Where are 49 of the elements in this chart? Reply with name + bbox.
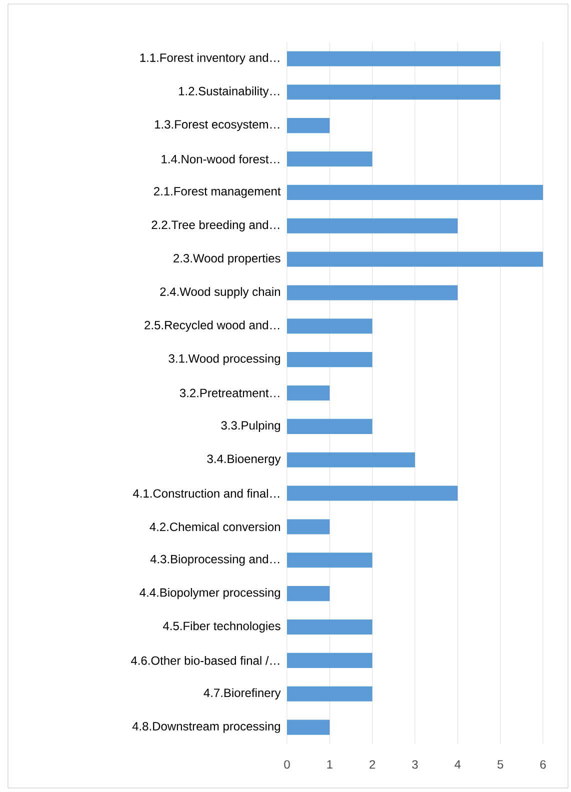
bar	[287, 285, 458, 300]
y-tick-label: 2.4.Wood supply chain	[160, 287, 280, 298]
bar	[287, 652, 372, 668]
y-tick-label: 2.3.Wood properties	[174, 254, 280, 265]
y-tick-label: 2.1.Forest management	[154, 187, 281, 198]
y-tick-label: 2.5.Recycled wood and…	[144, 320, 280, 332]
bar	[287, 486, 458, 501]
bar	[287, 118, 330, 134]
bar	[287, 452, 415, 468]
y-tick-label: 3.3.Pulping	[221, 420, 280, 432]
y-tick-label: 1.4.Non-wood forest…	[162, 154, 280, 164]
bar	[287, 151, 372, 167]
bar	[287, 586, 330, 602]
bar	[287, 619, 372, 635]
bar	[287, 252, 543, 267]
x-tick-label: 0	[284, 760, 290, 769]
bar	[287, 519, 330, 534]
bar	[287, 385, 330, 401]
y-tick-label: 4.2.Chemical conversion	[150, 522, 280, 532]
y-tick-label: 4.4.Biopolymer processing	[140, 588, 280, 600]
x-tick-label: 1	[327, 760, 332, 768]
y-tick-label: 1.3.Forest ecosystem…	[155, 120, 280, 132]
bar	[287, 352, 372, 368]
y-tick-label: 4.5.Fiber technologies	[163, 621, 280, 633]
y-tick-label: 4.7.Biorefinery	[204, 688, 281, 700]
bar	[287, 218, 458, 234]
x-tick-label: 5	[497, 760, 504, 769]
bar	[287, 318, 372, 334]
bar	[287, 184, 543, 200]
y-tick-label: 1.1.Forest inventory and…	[140, 53, 280, 64]
y-tick-label: 4.3.Bioprocessing and…	[150, 554, 280, 566]
bar	[287, 418, 372, 434]
x-tick-label: 2	[370, 760, 376, 769]
bar	[287, 84, 500, 100]
bar	[287, 51, 500, 66]
y-tick-label: 4.6.Other bio-based final /…	[131, 656, 280, 665]
x-tick-label: 3	[412, 760, 418, 769]
bar	[287, 720, 330, 735]
bar	[287, 686, 372, 702]
bar	[287, 552, 372, 568]
y-tick-label: 3.1.Wood processing	[168, 354, 280, 366]
x-tick-label: 6	[540, 760, 546, 769]
x-tick-label: 4	[454, 760, 461, 768]
y-tick-label: 3.2.Pretreatment…	[180, 388, 280, 398]
y-tick-label: 4.8.Downstream processing	[132, 722, 280, 733]
y-tick-label: 3.4.Bioenergy	[207, 454, 281, 466]
y-tick-label: 1.2.Sustainability…	[178, 86, 280, 98]
y-tick-label: 2.2.Tree breeding and…	[152, 220, 280, 232]
y-tick-label: 4.1.Construction and final…	[132, 488, 280, 498]
